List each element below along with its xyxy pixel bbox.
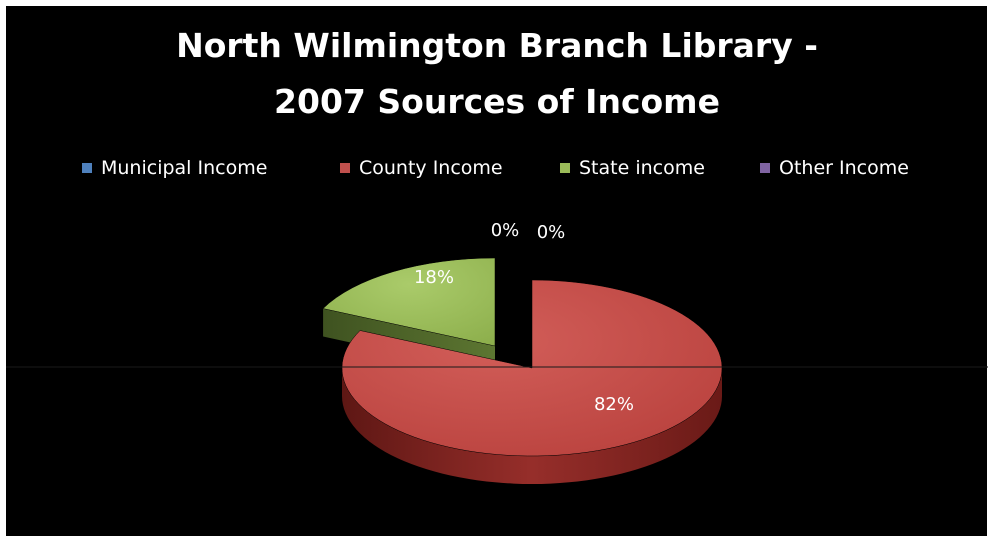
chart-title-line-1: North Wilmington Branch Library -: [176, 26, 818, 65]
chart-legend: Municipal Income County Income State inc…: [0, 155, 994, 181]
data-label-county-income: 82%: [594, 394, 634, 415]
legend-swatch-state-income: [560, 163, 570, 173]
chart-title-line-2: 2007 Sources of Income: [274, 82, 720, 121]
pie-side-county-income: [342, 368, 722, 484]
legend-item-municipal-income: Municipal Income: [82, 155, 267, 181]
legend-label-state-income: State income: [579, 157, 705, 179]
data-label-municipal-income: 0%: [491, 220, 520, 241]
legend-item-state-income: State income: [560, 155, 705, 181]
legend-item-other-income: Other Income: [760, 155, 909, 181]
data-label-state-income: 18%: [414, 267, 454, 288]
pie-slice-county-income: [341, 279, 723, 484]
pie-top-state-income: [322, 257, 496, 347]
legend-swatch-county-income: [340, 163, 350, 173]
legend-swatch-other-income: [760, 163, 770, 173]
pie-top-county-income: [341, 279, 723, 457]
legend-label-county-income: County Income: [359, 157, 503, 179]
legend-item-county-income: County Income: [340, 155, 503, 181]
legend-swatch-municipal-income: [82, 163, 92, 173]
legend-label-municipal-income: Municipal Income: [101, 157, 268, 179]
legend-label-other-income: Other Income: [779, 157, 909, 179]
data-label-other-income: 0%: [537, 222, 566, 243]
